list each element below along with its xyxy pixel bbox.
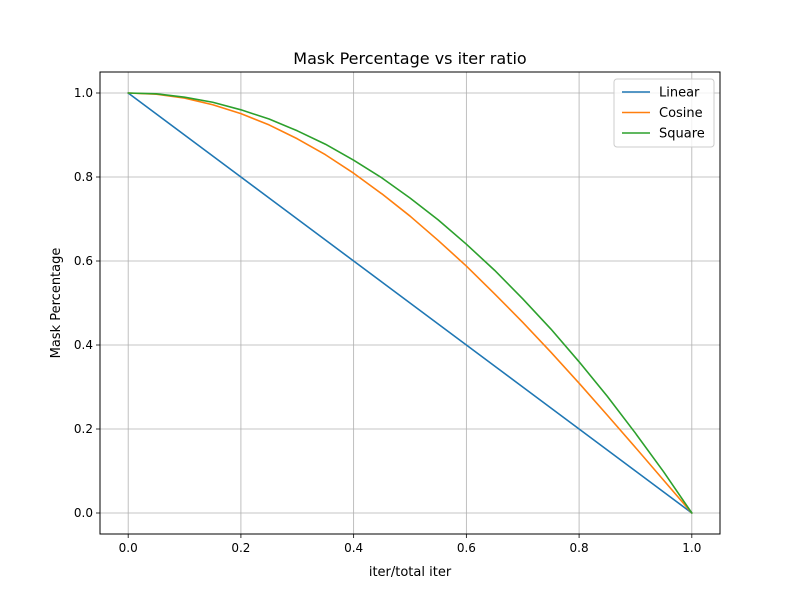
chart-title: Mask Percentage vs iter ratio: [293, 49, 526, 68]
y-tick-label: 1.0: [74, 86, 93, 100]
series-lines: [127, 92, 693, 514]
y-tick-label: 0.0: [74, 506, 93, 520]
legend-label-linear: Linear: [659, 86, 700, 101]
x-tick-label: 1.0: [682, 541, 701, 555]
series-line-linear: [127, 92, 693, 514]
y-tick-label: 0.4: [74, 338, 93, 352]
y-tick-label: 0.6: [74, 254, 93, 268]
grid: [100, 72, 720, 534]
legend-label-cosine: Cosine: [659, 106, 703, 121]
y-tick-label: 0.2: [74, 422, 93, 436]
series-line-cosine: [127, 92, 693, 514]
axis-ticks: 0.0 0.2 0.4 0.6 0.8 1.0 0.0 0.2 0.4 0.6 0.8 1.0: [74, 86, 701, 555]
legend-box: [613, 78, 715, 148]
y-tick-label: 0.8: [74, 170, 93, 184]
x-tick-label: 0.2: [231, 541, 250, 555]
plot-frame: [99, 71, 721, 535]
legend-label-square: Square: [659, 127, 705, 142]
x-tick-label: 0.0: [119, 541, 138, 555]
x-axis-label: iter/total iter: [369, 565, 452, 580]
legend: Linear Cosine Square: [613, 78, 715, 148]
x-tick-label: 0.8: [570, 541, 589, 555]
series-line-square: [127, 92, 693, 514]
x-tick-label: 0.6: [457, 541, 476, 555]
y-axis-label: Mask Percentage: [49, 248, 64, 359]
x-tick-label: 0.4: [344, 541, 363, 555]
